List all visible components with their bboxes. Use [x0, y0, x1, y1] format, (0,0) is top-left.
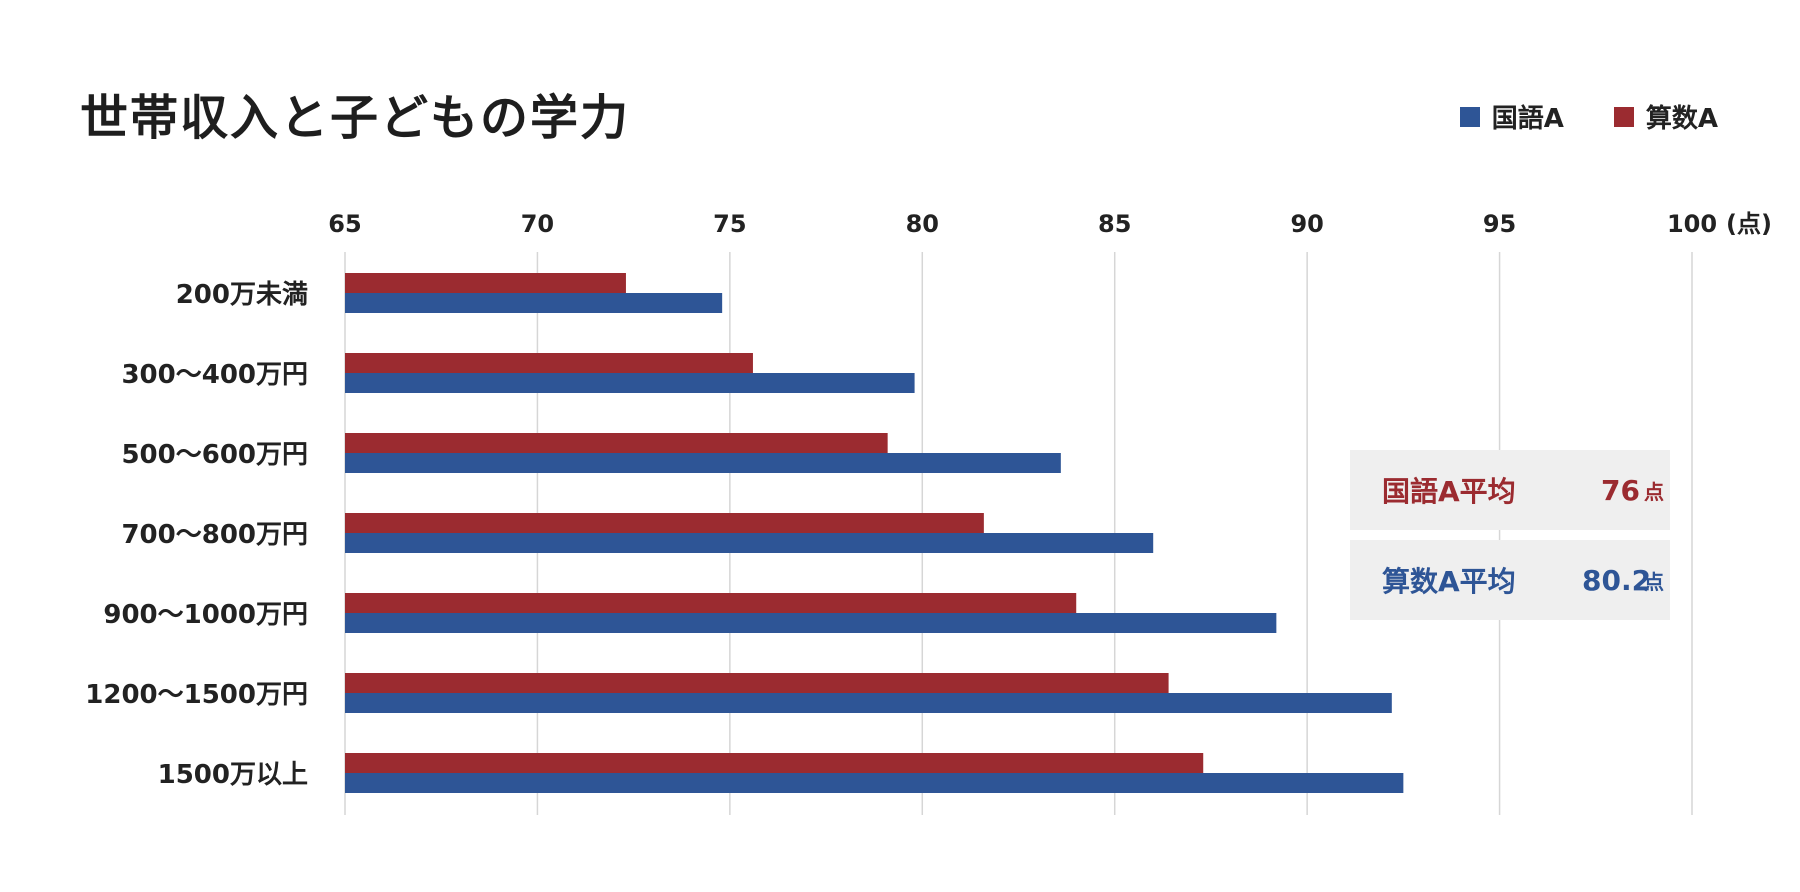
x-tick-label: 95 [1483, 210, 1516, 238]
x-tick-label: 85 [1098, 210, 1131, 238]
average-label-kokugo: 国語A平均 [1382, 475, 1516, 508]
bar-sansu [345, 753, 1204, 773]
x-tick-label: 80 [906, 210, 939, 238]
legend-label-sansu: 算数A [1645, 104, 1718, 134]
average-value-kokugo: 76 [1601, 473, 1640, 507]
legend-item-sansu: 算数A [1613, 98, 1718, 135]
average-label-sansu: 算数A平均 [1382, 565, 1516, 598]
bar-kokugo [345, 453, 1061, 473]
bar-kokugo [345, 613, 1277, 633]
x-tick-label: 90 [1290, 210, 1323, 238]
legend-label-kokugo: 国語A [1491, 104, 1564, 134]
legend-swatch-sansu [1613, 106, 1634, 127]
category-label: 1200〜1500万円 [85, 680, 308, 710]
category-label: 1500万以上 [158, 760, 308, 790]
bar-sansu [345, 273, 626, 293]
chart-title: 世帯収入と子どもの学力 [80, 90, 631, 146]
bar-kokugo [345, 373, 915, 393]
bar-kokugo [345, 293, 723, 313]
average-unit-kokugo: 点 [1644, 479, 1664, 504]
x-tick-label: 65 [328, 210, 361, 238]
x-tick-label: 75 [713, 210, 746, 238]
legend: 国語A 算数A [1459, 98, 1718, 135]
x-tick-label: 100 [1667, 210, 1717, 238]
category-label: 900〜1000万円 [103, 600, 308, 630]
bar-kokugo [345, 773, 1404, 793]
bar-kokugo [345, 693, 1392, 713]
average-box-sansu: 算数A平均 80.2 点 [1350, 540, 1670, 620]
bar-sansu [345, 593, 1077, 613]
x-axis-unit-label: (点) [1726, 210, 1772, 238]
bar-sansu [345, 673, 1169, 693]
average-unit-sansu: 点 [1644, 569, 1664, 594]
bars [345, 273, 1404, 793]
bar-kokugo [345, 533, 1154, 553]
category-label: 300〜400万円 [121, 360, 308, 390]
x-axis-ticks: 65 70 75 80 85 90 95 100 (点) [328, 210, 1772, 238]
average-value-sansu: 80.2 [1582, 563, 1652, 597]
category-label: 200万未満 [176, 280, 308, 310]
bar-sansu [345, 353, 753, 373]
category-label: 700〜800万円 [121, 520, 308, 550]
category-labels: 200万未満 300〜400万円 500〜600万円 700〜800万円 900〜100… [85, 280, 308, 790]
legend-item-kokugo: 国語A [1459, 98, 1564, 135]
legend-swatch-kokugo [1459, 106, 1480, 127]
average-box-kokugo: 国語A平均 76 点 [1350, 450, 1670, 530]
x-tick-label: 70 [521, 210, 554, 238]
category-label: 500〜600万円 [121, 440, 308, 470]
bar-sansu [345, 513, 984, 533]
bar-sansu [345, 433, 888, 453]
